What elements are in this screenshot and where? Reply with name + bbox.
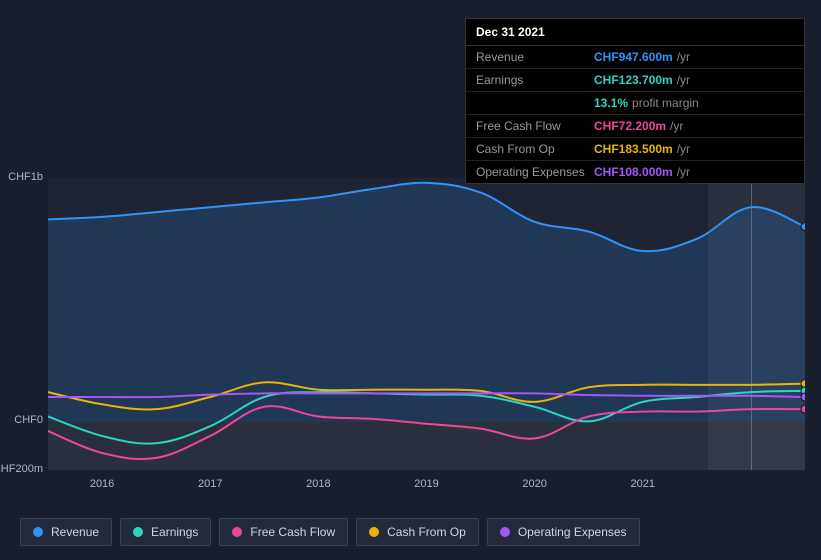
legend-swatch — [33, 527, 43, 537]
y-axis-label: -CHF200m — [0, 463, 43, 475]
legend-label: Cash From Op — [387, 525, 466, 539]
tooltip-row-value: CHF183.500m — [594, 142, 673, 156]
series-endpoint-cash_from_op — [801, 380, 805, 388]
chart-lines — [48, 178, 805, 470]
tooltip-row-suffix: /yr — [677, 50, 690, 64]
chart: CHF1bCHF0-CHF200m 2016201720182019202020… — [16, 160, 805, 490]
tooltip-profit-margin-value: 13.1% — [594, 96, 628, 110]
series-endpoint-opex — [801, 393, 805, 401]
tooltip-row: RevenueCHF947.600m/yr — [466, 46, 804, 69]
x-axis-tick: 2018 — [306, 478, 330, 490]
legend-item-opex[interactable]: Operating Expenses — [487, 518, 640, 546]
legend-item-cash_from_op[interactable]: Cash From Op — [356, 518, 479, 546]
legend-label: Free Cash Flow — [250, 525, 335, 539]
tooltip-row-label: Revenue — [476, 50, 594, 64]
plot-area[interactable] — [48, 178, 805, 470]
tooltip-row-suffix: /yr — [677, 73, 690, 87]
tooltip-row-value: CHF72.200m — [594, 119, 666, 133]
legend-label: Revenue — [51, 525, 99, 539]
x-axis-tick: 2017 — [198, 478, 222, 490]
x-axis-tick: 2019 — [414, 478, 438, 490]
tooltip-row: EarningsCHF123.700m/yr — [466, 69, 804, 92]
tooltip-profit-margin-label: profit margin — [632, 96, 699, 110]
tooltip-row-label — [476, 96, 594, 110]
x-axis-tick: 2016 — [90, 478, 114, 490]
legend-item-revenue[interactable]: Revenue — [20, 518, 112, 546]
tooltip-date: Dec 31 2021 — [466, 19, 804, 46]
legend-swatch — [232, 527, 242, 537]
legend-label: Operating Expenses — [518, 525, 627, 539]
x-axis-tick: 2021 — [631, 478, 655, 490]
tooltip-row-suffix: /yr — [677, 165, 690, 179]
tooltip-row-suffix: /yr — [670, 119, 683, 133]
tooltip-row: 13.1% profit margin — [466, 92, 804, 115]
x-axis-tick: 2020 — [522, 478, 546, 490]
tooltip-row-value: CHF123.700m — [594, 73, 673, 87]
tooltip-box: Dec 31 2021 RevenueCHF947.600m/yrEarning… — [465, 18, 805, 184]
legend-swatch — [500, 527, 510, 537]
legend-label: Earnings — [151, 525, 198, 539]
legend-item-earnings[interactable]: Earnings — [120, 518, 211, 546]
legend: Revenue Earnings Free Cash Flow Cash From O… — [20, 518, 640, 546]
legend-item-fcf[interactable]: Free Cash Flow — [219, 518, 348, 546]
tooltip-row-value: CHF108.000m — [594, 165, 673, 179]
legend-swatch — [369, 527, 379, 537]
tooltip-row-label: Cash From Op — [476, 142, 594, 156]
tooltip-row-suffix: /yr — [677, 142, 690, 156]
y-axis-label: CHF0 — [14, 414, 43, 426]
tooltip-row-label: Earnings — [476, 73, 594, 87]
x-axis: 2016 2017 2018 2019 2020 2021 — [48, 478, 805, 498]
tooltip-row-label: Operating Expenses — [476, 165, 594, 179]
tooltip-row: Operating ExpensesCHF108.000m/yr — [466, 161, 804, 183]
tooltip-row-value: CHF947.600m — [594, 50, 673, 64]
tooltip-row: Free Cash FlowCHF72.200m/yr — [466, 115, 804, 138]
tooltip-row-label: Free Cash Flow — [476, 119, 594, 133]
tooltip-row: Cash From OpCHF183.500m/yr — [466, 138, 804, 161]
y-axis-label: CHF1b — [8, 171, 43, 183]
legend-swatch — [133, 527, 143, 537]
series-endpoint-fcf — [801, 405, 805, 413]
series-endpoint-revenue — [801, 223, 805, 231]
